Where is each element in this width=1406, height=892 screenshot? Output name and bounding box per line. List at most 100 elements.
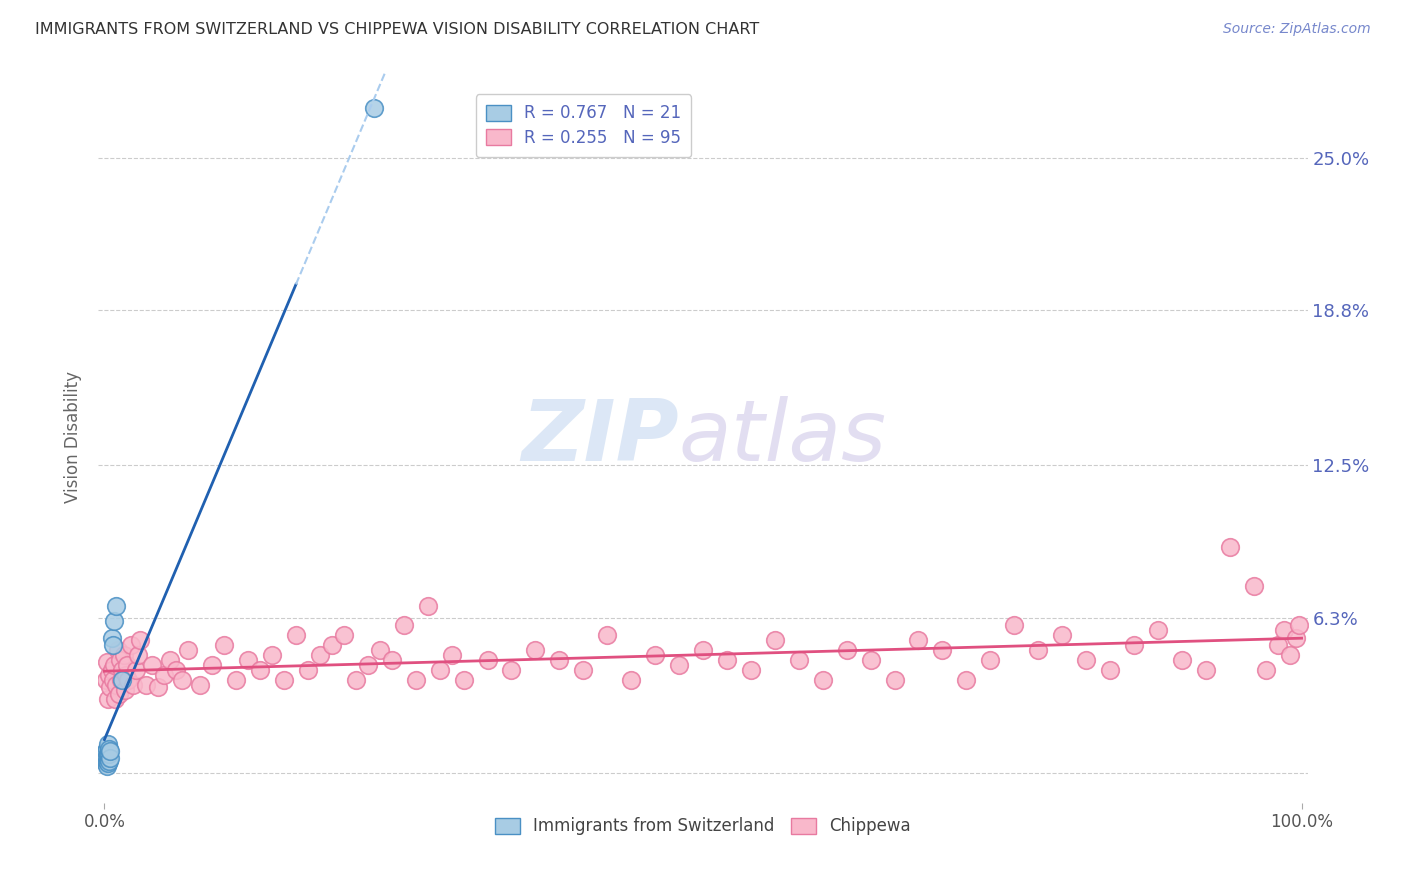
Point [284, 628, 307, 642]
Point [381, 653, 404, 667]
Point [548, 653, 571, 667]
Point [1026, 643, 1049, 657]
Point [405, 673, 427, 687]
Point [103, 657, 125, 672]
Point [100, 751, 122, 765]
Point [98, 754, 121, 768]
Point [249, 663, 271, 677]
Point [363, 101, 385, 115]
Legend: Immigrants from Switzerland, Chippewa: Immigrants from Switzerland, Chippewa [488, 811, 918, 842]
Point [94, 756, 117, 771]
Point [1284, 631, 1306, 645]
Point [931, 643, 953, 657]
Point [1123, 638, 1146, 652]
Point [100, 663, 122, 677]
Point [177, 643, 200, 657]
Point [122, 677, 145, 691]
Point [141, 657, 163, 672]
Point [1243, 579, 1265, 593]
Point [111, 673, 134, 687]
Point [105, 677, 128, 691]
Point [368, 643, 391, 657]
Point [357, 657, 380, 672]
Point [1171, 653, 1194, 667]
Point [100, 680, 122, 694]
Point [333, 628, 356, 642]
Point [344, 673, 367, 687]
Point [883, 673, 905, 687]
Point [101, 638, 124, 652]
Point [117, 673, 139, 687]
Point [1050, 628, 1073, 642]
Point [1272, 624, 1295, 638]
Point [97, 747, 120, 761]
Point [112, 648, 135, 662]
Point [111, 663, 134, 677]
Point [979, 653, 1001, 667]
Point [477, 653, 499, 667]
Point [321, 638, 343, 652]
Point [101, 673, 124, 687]
Point [644, 648, 666, 662]
Point [165, 663, 187, 677]
Point [120, 638, 142, 652]
Point [1267, 638, 1289, 652]
Point [260, 648, 283, 662]
Point [907, 633, 929, 648]
Point [94, 673, 117, 687]
Point [96, 741, 118, 756]
Point [692, 643, 714, 657]
Text: IMMIGRANTS FROM SWITZERLAND VS CHIPPEWA VISION DISABILITY CORRELATION CHART: IMMIGRANTS FROM SWITZERLAND VS CHIPPEWA … [35, 22, 759, 37]
Point [1288, 618, 1310, 632]
Point [97, 756, 120, 771]
Point [172, 673, 194, 687]
Point [416, 599, 439, 613]
Point [453, 673, 475, 687]
Point [124, 663, 146, 677]
Point [107, 688, 129, 702]
Point [859, 653, 882, 667]
Point [153, 667, 176, 681]
Point [309, 648, 332, 662]
Point [98, 741, 121, 756]
Point [1219, 540, 1241, 554]
Y-axis label: Vision Disability: Vision Disability [65, 371, 83, 503]
Point [835, 643, 858, 657]
Point [1278, 648, 1301, 662]
Point [100, 631, 122, 645]
Point [97, 751, 120, 765]
Point [94, 744, 117, 758]
Point [787, 653, 810, 667]
Point [1195, 663, 1218, 677]
Point [127, 648, 149, 662]
Point [1254, 663, 1277, 677]
Point [811, 673, 834, 687]
Point [236, 653, 259, 667]
Point [1099, 663, 1122, 677]
Point [97, 692, 120, 706]
Point [188, 677, 211, 691]
Point [668, 657, 690, 672]
Point [96, 754, 118, 768]
Point [104, 692, 127, 706]
Text: Source: ZipAtlas.com: Source: ZipAtlas.com [1223, 22, 1371, 37]
Point [100, 744, 122, 758]
Point [1147, 624, 1170, 638]
Point [114, 682, 136, 697]
Point [108, 653, 131, 667]
Point [1002, 618, 1025, 632]
Point [1074, 653, 1097, 667]
Point [955, 673, 977, 687]
Point [97, 737, 120, 751]
Point [212, 638, 235, 652]
Text: ZIP: ZIP [522, 395, 679, 479]
Text: atlas: atlas [679, 395, 887, 479]
Point [135, 677, 157, 691]
Point [103, 614, 125, 628]
Point [96, 749, 118, 764]
Point [96, 759, 118, 773]
Point [110, 673, 132, 687]
Point [740, 663, 762, 677]
Point [98, 747, 121, 761]
Point [105, 599, 128, 613]
